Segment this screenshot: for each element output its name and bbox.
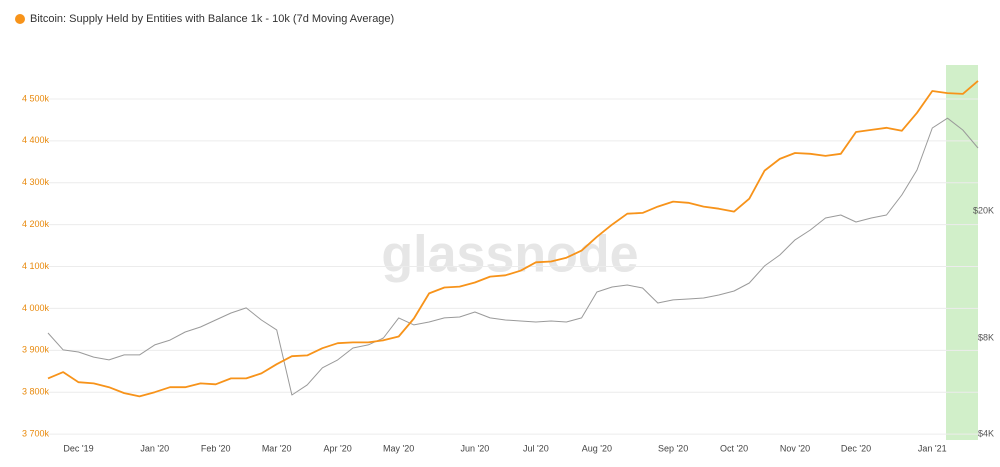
x-tick-label: Dec '19: [63, 443, 93, 453]
plot: [47, 80, 979, 398]
highlight-band: [946, 65, 978, 440]
y-tick-label: 3 900k: [22, 345, 50, 355]
y-tick-label: 4 100k: [22, 261, 50, 271]
y-tick-label: 3 700k: [22, 429, 50, 439]
x-tick-label: Jan '20: [140, 443, 169, 453]
y-tick-label: 4 200k: [22, 219, 50, 229]
y2-tick-label: $4K: [978, 428, 994, 438]
x-tick-label: Jan '21: [918, 443, 947, 453]
bitcoin-icon: [15, 14, 25, 24]
x-tick-label: Jul '20: [523, 443, 549, 453]
x-tick-label: Jun '20: [461, 443, 490, 453]
y2-tick-label: $8K: [978, 332, 994, 342]
y-tick-label: 3 800k: [22, 387, 50, 397]
series-line: [47, 80, 979, 398]
x-tick-label: Nov '20: [780, 443, 810, 453]
y2-tick-label: $20K: [973, 205, 994, 215]
x-tick-label: Aug '20: [582, 443, 612, 453]
y-tick-label: 4 500k: [22, 93, 50, 103]
chart-title: Bitcoin: Supply Held by Entities with Ba…: [30, 13, 394, 25]
x-tick-label: Sep '20: [658, 443, 688, 453]
x-tick-label: Dec '20: [841, 443, 871, 453]
series-line: [47, 117, 979, 396]
y-tick-label: 4 400k: [22, 135, 50, 145]
y-tick-label: 4 300k: [22, 177, 50, 187]
x-tick-label: Feb '20: [201, 443, 231, 453]
x-tick-label: Oct '20: [720, 443, 748, 453]
x-tick-label: Mar '20: [262, 443, 292, 453]
y-tick-label: 4 000k: [22, 303, 50, 313]
x-tick-label: May '20: [383, 443, 414, 453]
x-tick-label: Apr '20: [324, 443, 352, 453]
grid: 3 700k 3 800k 3 900k 4 000k 4 100k 4 200k 4 30…: [22, 93, 994, 453]
